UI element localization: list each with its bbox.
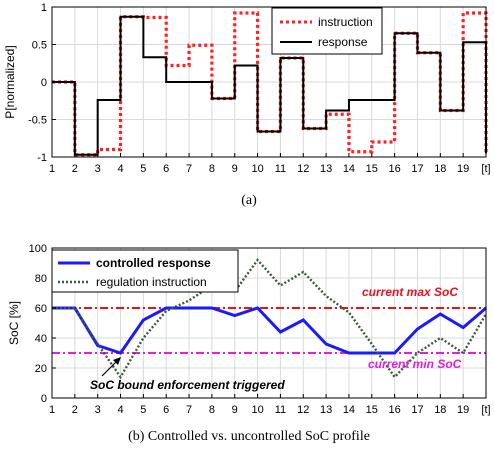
x-tick-label: 9 — [232, 404, 238, 416]
series-line-regulation-instruction — [52, 258, 488, 380]
x-tick-label: 9 — [232, 163, 238, 175]
chart-b-caption: (b) Controlled vs. uncontrolled SoC prof… — [128, 429, 370, 444]
chart-a: 1 2 3 4 5 6 7 8 9 10 11 12 13 14 15 16 17 18 19 [t]-1-0.500… — [3, 2, 491, 208]
chart-a-ticks: 1 2 3 4 5 6 7 8 9 10 11 12 13 14 15 16 17 18 19 [t]-1-0.500… — [28, 2, 491, 175]
chart-b: 1 2 3 4 5 6 7 8 9 10 11 12 13 14 15 16 17 18 19 [t]02040608… — [7, 243, 491, 444]
annotation-arrow — [101, 357, 121, 377]
chart-a-series — [52, 11, 488, 157]
x-tick-label: 2 — [72, 163, 78, 175]
legend-label-response: response — [318, 35, 368, 49]
y-tick-label: 80 — [35, 273, 47, 285]
chart-a-ylabel: P[normalized] — [3, 45, 17, 118]
x-tick-label: 8 — [209, 404, 215, 416]
chart-b-frame — [51, 247, 487, 399]
chart-b-reference-lines — [52, 307, 486, 354]
series-line-response — [52, 15, 487, 156]
x-tick-label: 10 — [251, 163, 263, 175]
max-soc-label: current max SoC — [362, 285, 458, 299]
x-tick-label: 12 — [297, 404, 309, 416]
y-tick-label: 60 — [35, 303, 47, 315]
y-tick-label: 0 — [41, 77, 47, 89]
x-tick-label: 13 — [320, 163, 332, 175]
y-tick-label: 100 — [29, 243, 47, 255]
y-tick-label: 0.5 — [32, 40, 47, 52]
y-tick-label: 40 — [35, 333, 47, 345]
y-tick-label: 1 — [41, 2, 47, 14]
x-tick-label: 5 — [140, 163, 146, 175]
legend-label-controlled-response: controlled response — [96, 256, 211, 270]
x-tick-label: 3 — [95, 163, 101, 175]
x-tick-label: 17 — [411, 163, 423, 175]
x-tick-label: 6 — [163, 163, 169, 175]
x-tick-label: 19 — [457, 404, 469, 416]
chart-b-ticks: 1 2 3 4 5 6 7 8 9 10 11 12 13 14 15 16 17 18 19 [t]02040608… — [29, 243, 491, 416]
x-tick-label: 12 — [297, 163, 309, 175]
x-tick-label: 17 — [411, 404, 423, 416]
chart-a-legend: instruction response — [271, 7, 383, 55]
x-tick-label: [t] — [481, 163, 490, 175]
x-tick-label: 19 — [457, 163, 469, 175]
x-tick-label: 15 — [366, 163, 378, 175]
chart-a-grid — [51, 6, 487, 158]
x-tick-label: 4 — [117, 404, 123, 416]
x-tick-label: 3 — [95, 404, 101, 416]
x-tick-label: 14 — [343, 163, 355, 175]
x-tick-label: 18 — [434, 404, 446, 416]
x-tick-label: [t] — [481, 404, 490, 416]
x-tick-label: 7 — [186, 404, 192, 416]
chart-b-ylabel: SoC [%] — [7, 301, 21, 345]
chart-b-legend-box — [51, 249, 239, 293]
x-tick-label: 15 — [366, 404, 378, 416]
x-tick-label: 4 — [117, 163, 123, 175]
x-tick-label: 16 — [389, 163, 401, 175]
series-line-instruction — [52, 11, 488, 157]
chart-b-legend: controlled response regulation instructi… — [51, 249, 239, 293]
x-tick-label: 10 — [251, 404, 263, 416]
legend-label-instruction: instruction — [318, 15, 373, 29]
x-tick-label: 6 — [163, 404, 169, 416]
chart-a-legend-box — [271, 7, 383, 55]
x-tick-label: 11 — [275, 163, 286, 175]
x-tick-label: 11 — [275, 404, 286, 416]
x-tick-label: 1 — [49, 404, 55, 416]
x-tick-label: 16 — [389, 404, 401, 416]
chart-a-caption: (a) — [241, 193, 257, 208]
y-tick-label: -1 — [37, 152, 47, 164]
x-tick-label: 18 — [434, 163, 446, 175]
y-tick-label: -0.5 — [28, 115, 47, 127]
min-soc-label: current min SoC — [368, 357, 462, 371]
x-tick-label: 13 — [320, 404, 332, 416]
x-tick-label: 5 — [140, 404, 146, 416]
y-tick-label: 0 — [41, 393, 47, 405]
chart-b-series — [52, 258, 488, 380]
x-tick-label: 14 — [343, 404, 355, 416]
x-tick-label: 1 — [49, 163, 55, 175]
x-tick-label: 2 — [72, 404, 78, 416]
x-tick-label: 7 — [186, 163, 192, 175]
x-tick-label: 8 — [209, 163, 215, 175]
series-line-controlled-response — [52, 306, 487, 355]
bound-enforcement-annotation: SoC bound enforcement triggered — [90, 378, 285, 392]
y-tick-label: 20 — [35, 363, 47, 375]
legend-label-regulation-instruction: regulation instruction — [96, 275, 207, 289]
